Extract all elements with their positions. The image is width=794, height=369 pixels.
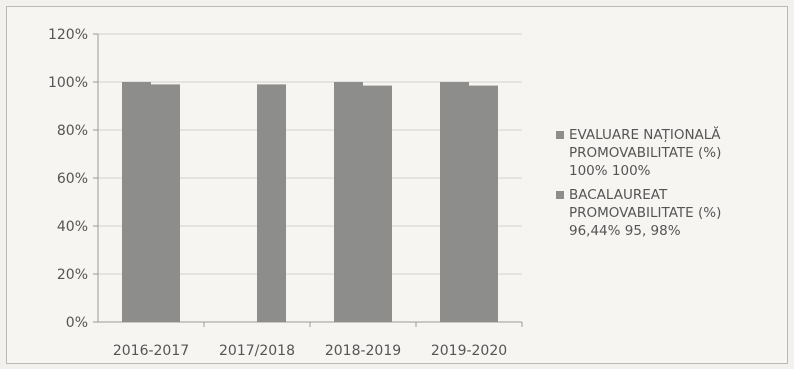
- bar-bacalaureat: [257, 84, 286, 323]
- chart-legend: EVALUARE NAȚIONALĂ PROMOVABILITATE (%) 1…: [556, 126, 786, 246]
- legend-swatch-evaluare: [556, 131, 564, 139]
- bar-evaluare: [440, 82, 469, 322]
- legend-swatch-bacalaureat: [556, 191, 564, 199]
- bar-evaluare: [334, 82, 363, 322]
- bar-bacalaureat: [363, 85, 392, 322]
- y-tick-label: 20%: [57, 267, 88, 283]
- bar-bacalaureat: [151, 84, 180, 323]
- x-tick-label: 2016-2017: [113, 343, 189, 359]
- y-tick-label: 0%: [66, 315, 88, 331]
- y-tick-label: 60%: [57, 171, 88, 187]
- legend-label-bacalaureat: BACALAUREAT PROMOVABILITATE (%) 96,44% 9…: [569, 187, 722, 239]
- legend-item-evaluare: EVALUARE NAȚIONALĂ PROMOVABILITATE (%) 1…: [556, 126, 786, 180]
- x-tick-label: 2017/2018: [219, 343, 295, 359]
- y-tick-label: 80%: [57, 123, 88, 139]
- y-tick-label: 100%: [48, 75, 88, 91]
- y-tick-label: 40%: [57, 219, 88, 235]
- bar-bacalaureat: [469, 85, 498, 322]
- bar-evaluare: [122, 82, 151, 322]
- y-tick-label: 120%: [48, 27, 88, 43]
- x-tick-label: 2018-2019: [325, 343, 401, 359]
- x-tick-label: 2019-2020: [431, 343, 507, 359]
- legend-item-bacalaureat: BACALAUREAT PROMOVABILITATE (%) 96,44% 9…: [556, 186, 786, 240]
- legend-label-evaluare: EVALUARE NAȚIONALĂ PROMOVABILITATE (%) 1…: [569, 127, 722, 179]
